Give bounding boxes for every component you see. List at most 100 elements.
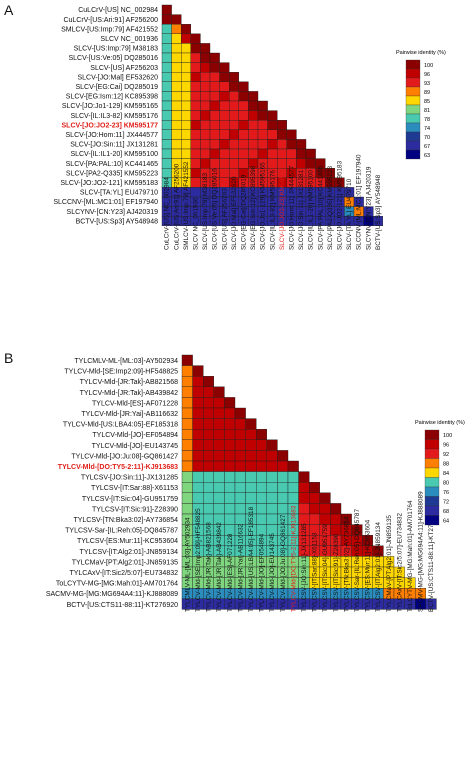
heatmap-cell (266, 492, 278, 504)
legend-tick: 68 (443, 509, 449, 515)
legend: Pairwise identity (%) 100 96 92 88 84 80 76 72 68… (415, 420, 465, 526)
heatmap-cell (192, 376, 204, 388)
column-label: TYLCV-Mld-[JO]-EF054894 (259, 533, 266, 612)
heatmap-cell (224, 450, 236, 462)
heatmap-cell (171, 71, 182, 82)
column-label: CuLCrV-[US] NC_002984 (164, 177, 171, 250)
heatmap-cell (228, 100, 239, 111)
heatmap-cell (219, 91, 230, 102)
heatmap-cell (171, 139, 182, 150)
heatmap-cell (180, 52, 191, 63)
heatmap-cell (267, 110, 278, 121)
heatmap-cell (287, 471, 299, 483)
heatmap-cell (202, 418, 214, 430)
heatmap-cell (245, 460, 257, 472)
heatmap-cell (161, 43, 172, 54)
column-label: SLCV-[JO:JO2-23] KM595177 (279, 164, 286, 250)
heatmap-cell (266, 513, 278, 525)
legend-swatch (424, 505, 440, 516)
heatmap-cell (266, 481, 278, 493)
legend-tick: 84 (443, 471, 449, 477)
heatmap-cell (219, 62, 230, 73)
heatmap-cell (224, 418, 236, 430)
legend-title: Pairwise identity (%) (396, 50, 446, 56)
heatmap-cell (309, 481, 321, 493)
heatmap-cell (219, 148, 230, 159)
legend-swatch (405, 113, 421, 124)
heatmap-cell (234, 471, 246, 483)
heatmap-cell (181, 439, 193, 451)
heatmap-cells (181, 354, 437, 610)
legend-tick: 88 (443, 462, 449, 468)
row-label: SLCYNV-[CN:Y23] AJ420319 (67, 209, 159, 216)
legend-tick: 89 (424, 90, 430, 96)
heatmap-cell (224, 397, 236, 409)
heatmap-cell (238, 119, 249, 130)
row-label: TYLCSV-[IT:Alg2:01]-JN859134 (80, 549, 179, 556)
column-label: TYLCSV-[TN:Bka3:02]-AY736854 (343, 516, 350, 612)
heatmap-cell (319, 513, 331, 525)
heatmap-cell (298, 481, 310, 493)
heatmap-cell (234, 418, 246, 430)
legend-swatch (424, 429, 440, 440)
column-label: BCTV-[US:Sp3] AY548948 (375, 174, 382, 250)
heatmap-cell (213, 407, 225, 419)
row-label: TYLCV-Mld-[US:LBA4:05]-EF185318 (63, 422, 178, 429)
heatmap-cell (277, 481, 289, 493)
heatmap-cell (161, 167, 172, 178)
heatmap-cell (209, 71, 220, 82)
column-label: SLCV-[EG:Ism:12] KC895398 (250, 165, 257, 250)
row-label: SLCV-[TA:YL] EU479710 (80, 190, 158, 197)
heatmap-cell (219, 81, 230, 92)
heatmap-cell (257, 129, 268, 140)
row-label: TYLCSV-[IT:Sar:88]-X61153 (91, 485, 178, 492)
heatmap-cell (245, 428, 257, 440)
panel-a-label: A (4, 2, 14, 18)
heatmap-cell (266, 503, 278, 515)
heatmap-cell (256, 471, 268, 483)
heatmap-cell (161, 110, 172, 121)
column-label: SLCV-[IL:IL1-20] KM595100 (308, 170, 315, 250)
heatmap-cell (245, 481, 257, 493)
row-label: BCTV-[US:Sp3] AY548948 (76, 218, 158, 225)
heatmap-cell (192, 460, 204, 472)
panel-b-heatmap: TYLCMLV-ML-[ML:03]-AY502934 TYLCV-Mld-[SE… (46, 354, 465, 612)
row-label: SLCV-[EG:Ism:12] KC895398 (66, 94, 158, 101)
row-label: TYLCSV-Sar-[IL:Reh:05]-DQ845787 (65, 528, 178, 535)
heatmap-cell (287, 492, 299, 504)
heatmap-cell (309, 513, 321, 525)
heatmap-cell (245, 439, 257, 451)
heatmap-cell (161, 129, 172, 140)
heatmap-cell (180, 71, 191, 82)
heatmap-cell (238, 148, 249, 159)
heatmap-cell (266, 460, 278, 472)
heatmap-cell (171, 81, 182, 92)
heatmap-cell (277, 139, 288, 150)
heatmap-cell (171, 129, 182, 140)
heatmap-cell (277, 460, 289, 472)
heatmap-cell (256, 503, 268, 515)
heatmap-cell (219, 139, 230, 150)
column-label: SLCV-[US] AF256203 (221, 188, 228, 250)
column-label: SLCV-[PA2-Q335] KM595223 (327, 165, 334, 250)
heatmap-cell (287, 481, 299, 493)
heatmap-cell (224, 503, 236, 515)
heatmap-cell (319, 492, 331, 504)
heatmap-cell (180, 129, 191, 140)
row-label: TYLCV-Mld-[JO]-EU143745 (92, 443, 178, 450)
column-label: SLCYNV-[CN:Y23] AJ420319 (365, 166, 372, 250)
heatmap-cell (219, 100, 230, 111)
row-label: TYLCV-Mld-[JO:Ju:08]-GQ861427 (71, 453, 178, 460)
legend-swatch (424, 486, 440, 497)
heatmap-cell (238, 100, 249, 111)
column-label: TYLCV-Mld-[JR:Tak]-AB821568 (206, 522, 213, 612)
row-label: CuLCrV-[US] NC_002984 (78, 7, 158, 14)
heatmap-cell (234, 428, 246, 440)
heatmap-cell (219, 119, 230, 130)
heatmap-cell (181, 481, 193, 493)
row-label: TYLCMLV-ML-[ML:03]-AY502934 (74, 358, 178, 365)
heatmap-cell (245, 418, 257, 430)
panel-b-label: B (4, 350, 14, 366)
heatmap-cell (181, 397, 193, 409)
heatmap-cell (161, 14, 172, 25)
